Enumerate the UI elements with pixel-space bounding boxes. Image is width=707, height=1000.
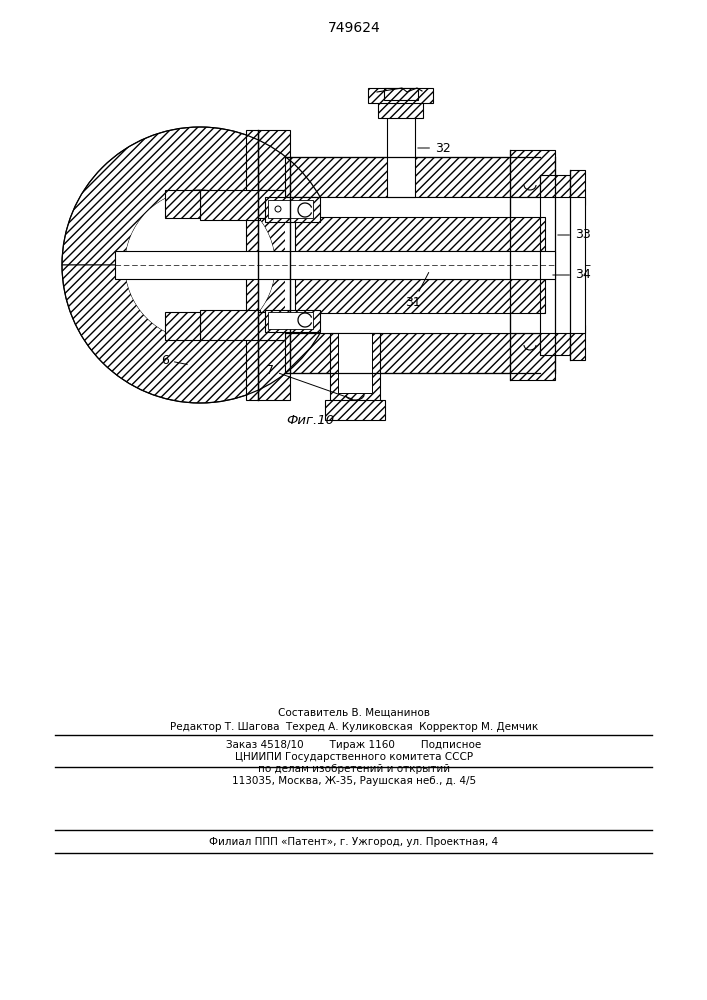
Circle shape bbox=[125, 190, 275, 340]
Text: 31: 31 bbox=[405, 272, 428, 310]
Bar bbox=[258, 340, 290, 400]
Bar bbox=[384, 88, 418, 100]
Bar bbox=[265, 197, 320, 222]
Bar bbox=[295, 279, 545, 313]
Bar bbox=[200, 310, 260, 340]
Text: Редактор Т. Шагова  Техред А. Куликовская  Корректор М. Демчик: Редактор Т. Шагова Техред А. Куликовская… bbox=[170, 722, 538, 732]
Bar bbox=[510, 150, 555, 197]
Bar bbox=[258, 312, 285, 340]
Bar bbox=[368, 88, 433, 103]
Bar bbox=[265, 310, 320, 332]
Bar bbox=[540, 175, 570, 205]
Bar bbox=[570, 325, 585, 360]
Text: Заказ 4518/10        Тираж 1160        Подписное: Заказ 4518/10 Тираж 1160 Подписное bbox=[226, 740, 481, 750]
Bar bbox=[295, 217, 545, 251]
Bar bbox=[387, 93, 415, 197]
Bar bbox=[200, 190, 260, 220]
Bar bbox=[540, 325, 570, 355]
Text: 6: 6 bbox=[161, 354, 187, 366]
Bar bbox=[338, 333, 372, 393]
Text: 34: 34 bbox=[553, 268, 591, 282]
Bar bbox=[268, 312, 313, 329]
Circle shape bbox=[275, 206, 281, 212]
Bar bbox=[285, 157, 540, 197]
Bar bbox=[285, 197, 540, 333]
Text: 113035, Москва, Ж-35, Раушская неб., д. 4/5: 113035, Москва, Ж-35, Раушская неб., д. … bbox=[232, 776, 476, 786]
Text: 33: 33 bbox=[558, 229, 591, 241]
Text: Филиал ППП «Патент», г. Ужгород, ул. Проектная, 4: Филиал ППП «Патент», г. Ужгород, ул. Про… bbox=[209, 837, 498, 847]
Bar bbox=[165, 312, 200, 340]
Bar bbox=[510, 197, 585, 333]
Bar bbox=[510, 333, 555, 380]
Polygon shape bbox=[62, 127, 338, 265]
Bar bbox=[115, 251, 555, 279]
Bar bbox=[165, 190, 200, 218]
Bar bbox=[258, 190, 285, 218]
Bar bbox=[570, 170, 585, 205]
Bar bbox=[378, 93, 423, 118]
Text: ЦНИИПИ Государственного комитета СССР: ЦНИИПИ Государственного комитета СССР bbox=[235, 752, 473, 762]
Bar bbox=[330, 333, 380, 415]
Polygon shape bbox=[62, 265, 338, 403]
Text: 7: 7 bbox=[266, 363, 352, 399]
Bar bbox=[246, 130, 258, 265]
Bar bbox=[325, 400, 385, 420]
Bar bbox=[268, 200, 313, 218]
Text: 32: 32 bbox=[418, 141, 451, 154]
Text: по делам изобретений и открытий: по делам изобретений и открытий bbox=[258, 764, 450, 774]
Text: Составитель В. Мещанинов: Составитель В. Мещанинов bbox=[278, 708, 430, 718]
Bar bbox=[258, 130, 290, 190]
Bar bbox=[285, 333, 540, 373]
Bar bbox=[246, 265, 258, 400]
Text: Фиг.10: Фиг.10 bbox=[286, 414, 334, 426]
Text: 749624: 749624 bbox=[327, 21, 380, 35]
